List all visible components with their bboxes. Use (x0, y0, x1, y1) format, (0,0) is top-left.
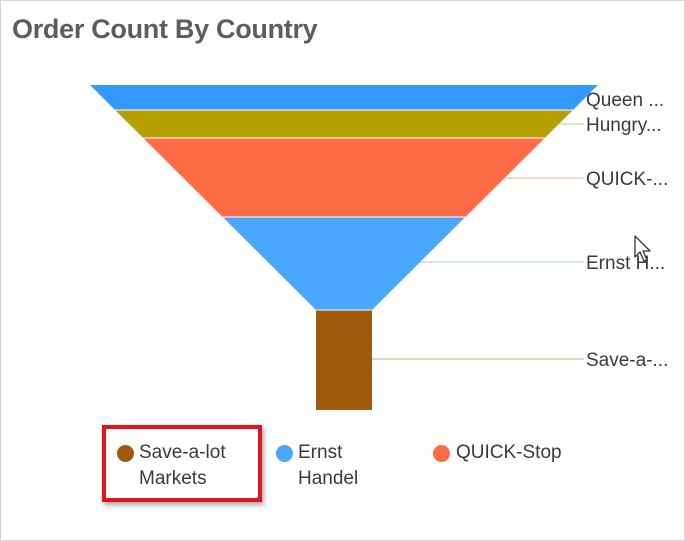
funnel-segment-4[interactable] (316, 310, 372, 410)
legend-marker-quick-stop[interactable] (433, 445, 450, 462)
legend-label-quick-stop[interactable]: QUICK-Stop (456, 442, 562, 463)
highlight-box (102, 425, 262, 502)
legend-marker-ernst-handel[interactable] (276, 445, 293, 462)
widget-title: Order Count By Country (12, 14, 318, 44)
legend-label-ernst-handel[interactable]: Ernst Handel (298, 442, 359, 489)
funnel-label-4: Save-a-... (586, 350, 668, 371)
funnel-label-0: Queen ... (586, 90, 664, 111)
funnel-label-1: Hungry... (586, 115, 662, 136)
legend-marker-save-a-lot[interactable] (117, 445, 134, 462)
funnel-segment-2[interactable] (143, 138, 545, 217)
mouse-cursor-icon (634, 235, 651, 262)
legend-label-save-a-lot[interactable]: Save-a-lot Markets (139, 442, 226, 489)
funnel-chart: Queen ...Hungry...QUICK-...Ernst H...Sav… (90, 85, 668, 410)
funnel-segment-1[interactable] (115, 110, 573, 138)
funnel-segment-3[interactable] (222, 217, 466, 310)
funnel-segment-0[interactable] (90, 85, 598, 110)
funnel-label-2: QUICK-... (586, 169, 668, 190)
